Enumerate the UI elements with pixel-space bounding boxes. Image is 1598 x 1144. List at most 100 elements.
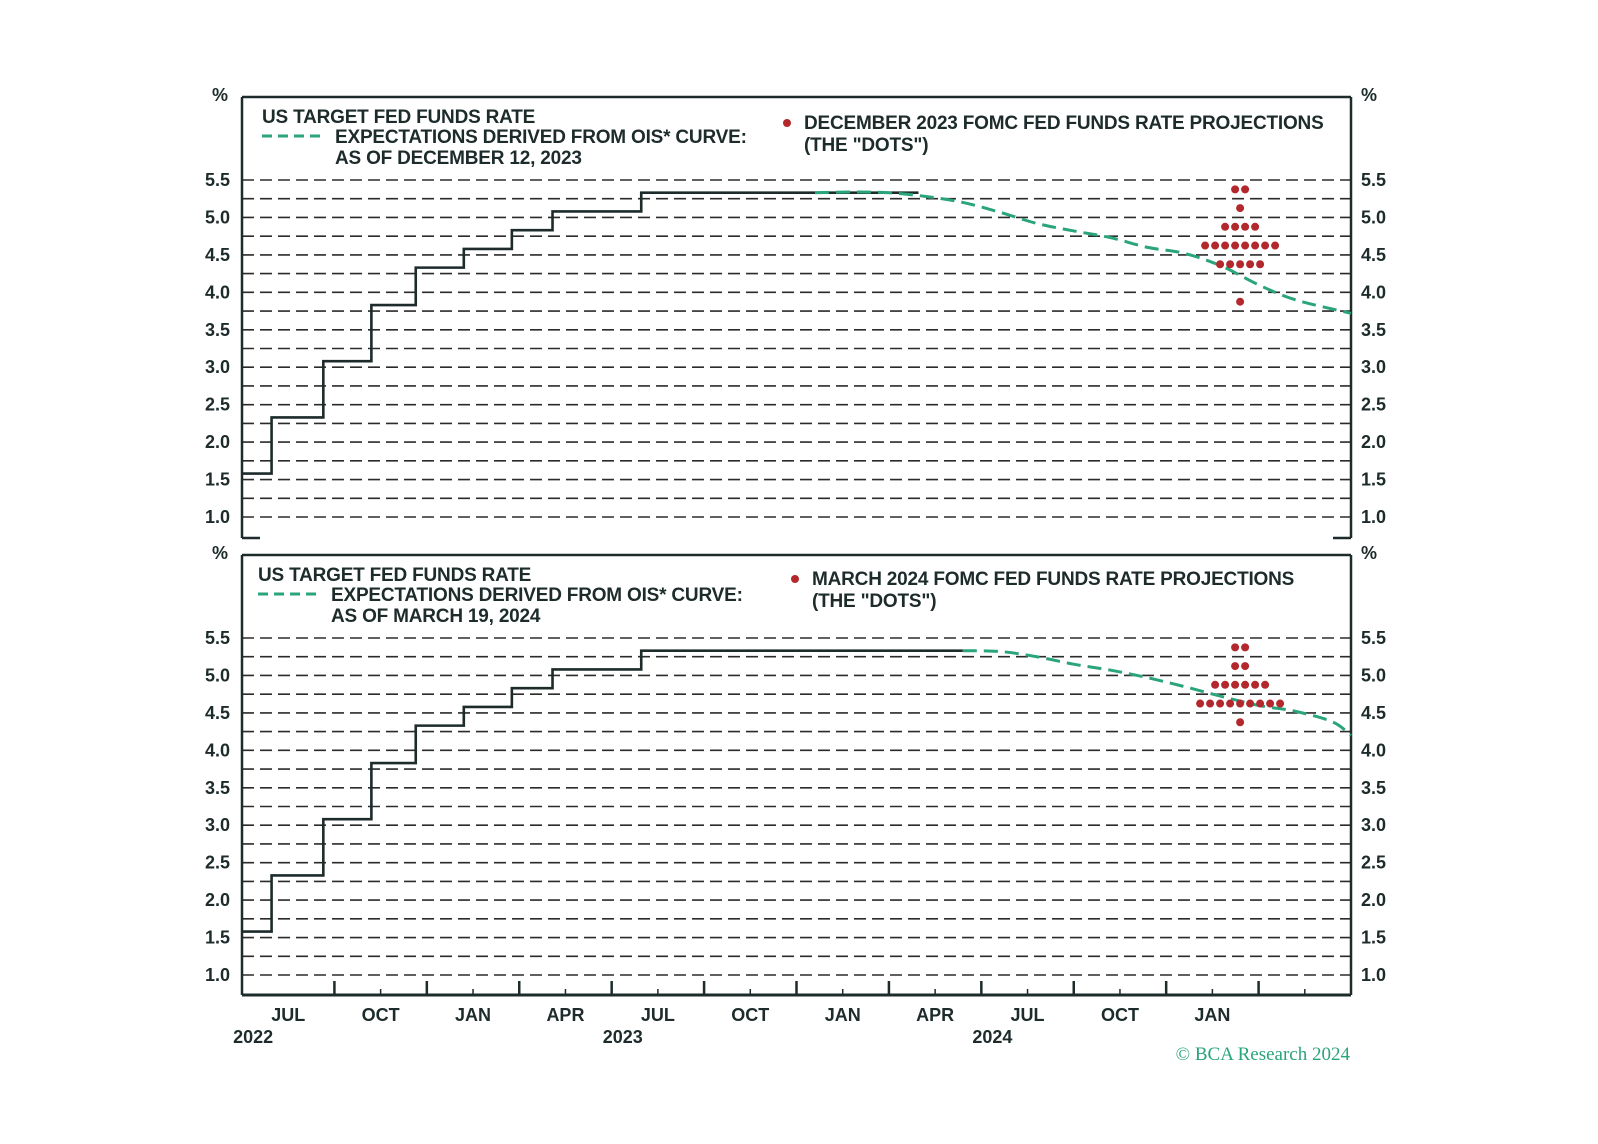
fomc-dot: [1241, 680, 1250, 689]
legend-dots-swatch: [783, 119, 791, 127]
x-tick-label: OCT: [362, 1005, 400, 1025]
fomc-dot: [1231, 222, 1240, 231]
fomc-dot: [1261, 241, 1270, 250]
y-tick-label-left: 1.5: [205, 470, 230, 490]
y-tick-label-right: 1.5: [1361, 928, 1386, 948]
fomc-dot: [1241, 662, 1250, 671]
legend-dots-line1: DECEMBER 2023 FOMC FED FUNDS RATE PROJEC…: [804, 113, 1324, 134]
unit-label-right: %: [1361, 543, 1377, 563]
y-tick-label-right: 2.0: [1361, 432, 1386, 452]
fomc-dot: [1236, 297, 1245, 306]
fomc-dot: [1251, 222, 1260, 231]
legend-fed-rate: US TARGET FED FUNDS RATE: [258, 565, 531, 586]
y-tick-label-right: 2.5: [1361, 853, 1386, 873]
y-tick-label-right: 5.0: [1361, 207, 1386, 227]
unit-label-right: %: [1361, 85, 1377, 105]
x-tick-label: JAN: [825, 1005, 861, 1025]
fomc-dot: [1221, 680, 1230, 689]
y-tick-label-left: 1.0: [205, 507, 230, 527]
fomc-dot: [1231, 680, 1240, 689]
fomc-dot: [1231, 185, 1240, 194]
x-tick-label: APR: [546, 1005, 584, 1025]
fomc-dot: [1251, 680, 1260, 689]
y-tick-label-right: 5.0: [1361, 665, 1386, 685]
y-tick-label-left: 4.0: [205, 282, 230, 302]
fomc-dot: [1241, 185, 1250, 194]
legend-dots-line2: (THE "DOTS"): [812, 591, 936, 612]
fomc-dot: [1221, 222, 1230, 231]
fomc-dot: [1271, 241, 1280, 250]
x-tick-label: JAN: [455, 1005, 491, 1025]
credit-text: © BCA Research 2024: [1176, 1044, 1351, 1065]
y-tick-label-left: 5.0: [205, 207, 230, 227]
x-year-label: 2023: [603, 1027, 643, 1047]
x-tick-label: JUL: [641, 1005, 675, 1025]
y-tick-label-left: 2.5: [205, 395, 230, 415]
y-tick-label-left: 4.5: [205, 703, 230, 723]
y-tick-label-right: 3.0: [1361, 815, 1386, 835]
fomc-dot: [1236, 699, 1245, 708]
y-tick-label-right: 3.5: [1361, 320, 1386, 340]
legend-dots-swatch: [791, 575, 799, 583]
fomc-dot: [1216, 260, 1225, 269]
fomc-dot: [1221, 241, 1230, 250]
legend-ois-line2: AS OF MARCH 19, 2024: [331, 606, 541, 627]
fomc-dot: [1216, 699, 1225, 708]
y-tick-label-left: 3.5: [205, 778, 230, 798]
fomc-dot: [1231, 643, 1240, 652]
y-tick-label-right: 3.0: [1361, 357, 1386, 377]
fomc-dot: [1276, 699, 1285, 708]
y-tick-label-left: 2.0: [205, 890, 230, 910]
y-tick-label-right: 4.0: [1361, 282, 1386, 302]
y-tick-label-left: 2.5: [205, 853, 230, 873]
fomc-dot: [1206, 699, 1215, 708]
x-tick-label: APR: [916, 1005, 954, 1025]
y-tick-label-left: 5.5: [205, 628, 230, 648]
unit-label-left: %: [212, 85, 228, 105]
x-year-label: 2024: [972, 1027, 1012, 1047]
fomc-dot: [1251, 241, 1260, 250]
legend-dots-line2: (THE "DOTS"): [804, 135, 928, 156]
fomc-dot: [1236, 260, 1245, 269]
y-tick-label-right: 3.5: [1361, 778, 1386, 798]
x-year-label: 2022: [233, 1027, 273, 1047]
fomc-dot: [1246, 699, 1255, 708]
fomc-dot: [1226, 260, 1235, 269]
fomc-dot: [1201, 241, 1210, 250]
x-tick-label: OCT: [1101, 1005, 1139, 1025]
y-tick-label-right: 4.5: [1361, 245, 1386, 265]
fomc-dot: [1231, 662, 1240, 671]
legend-fed-rate: US TARGET FED FUNDS RATE: [262, 107, 535, 128]
y-tick-label-right: 1.5: [1361, 470, 1386, 490]
fomc-dot: [1211, 241, 1220, 250]
legend-ois-line1: EXPECTATIONS DERIVED FROM OIS* CURVE:: [335, 127, 747, 148]
y-tick-label-left: 3.0: [205, 815, 230, 835]
y-tick-label-left: 2.0: [205, 432, 230, 452]
x-tick-label: JUL: [1011, 1005, 1045, 1025]
fomc-dot: [1241, 222, 1250, 231]
fomc-dot: [1261, 680, 1270, 689]
fomc-dot: [1211, 680, 1220, 689]
fomc-dot: [1231, 241, 1240, 250]
y-tick-label-left: 5.0: [205, 665, 230, 685]
y-tick-label-right: 4.0: [1361, 740, 1386, 760]
y-tick-label-right: 1.0: [1361, 507, 1386, 527]
fomc-dot: [1246, 260, 1255, 269]
y-tick-label-right: 2.0: [1361, 890, 1386, 910]
fomc-dot: [1236, 718, 1245, 727]
y-tick-label-left: 4.0: [205, 740, 230, 760]
y-tick-label-right: 4.5: [1361, 703, 1386, 723]
y-tick-label-left: 3.0: [205, 357, 230, 377]
legend-ois-line2: AS OF DECEMBER 12, 2023: [335, 148, 582, 169]
fomc-dot: [1241, 643, 1250, 652]
fomc-dot: [1196, 699, 1205, 708]
y-tick-label-left: 3.5: [205, 320, 230, 340]
x-tick-label: JAN: [1194, 1005, 1230, 1025]
fomc-dot: [1241, 241, 1250, 250]
fomc-dot: [1256, 699, 1265, 708]
fomc-dot: [1266, 699, 1275, 708]
ois-expectations-line: [962, 649, 1352, 737]
y-tick-label-left: 1.0: [205, 965, 230, 985]
y-tick-label-left: 1.5: [205, 928, 230, 948]
y-tick-label-right: 1.0: [1361, 965, 1386, 985]
